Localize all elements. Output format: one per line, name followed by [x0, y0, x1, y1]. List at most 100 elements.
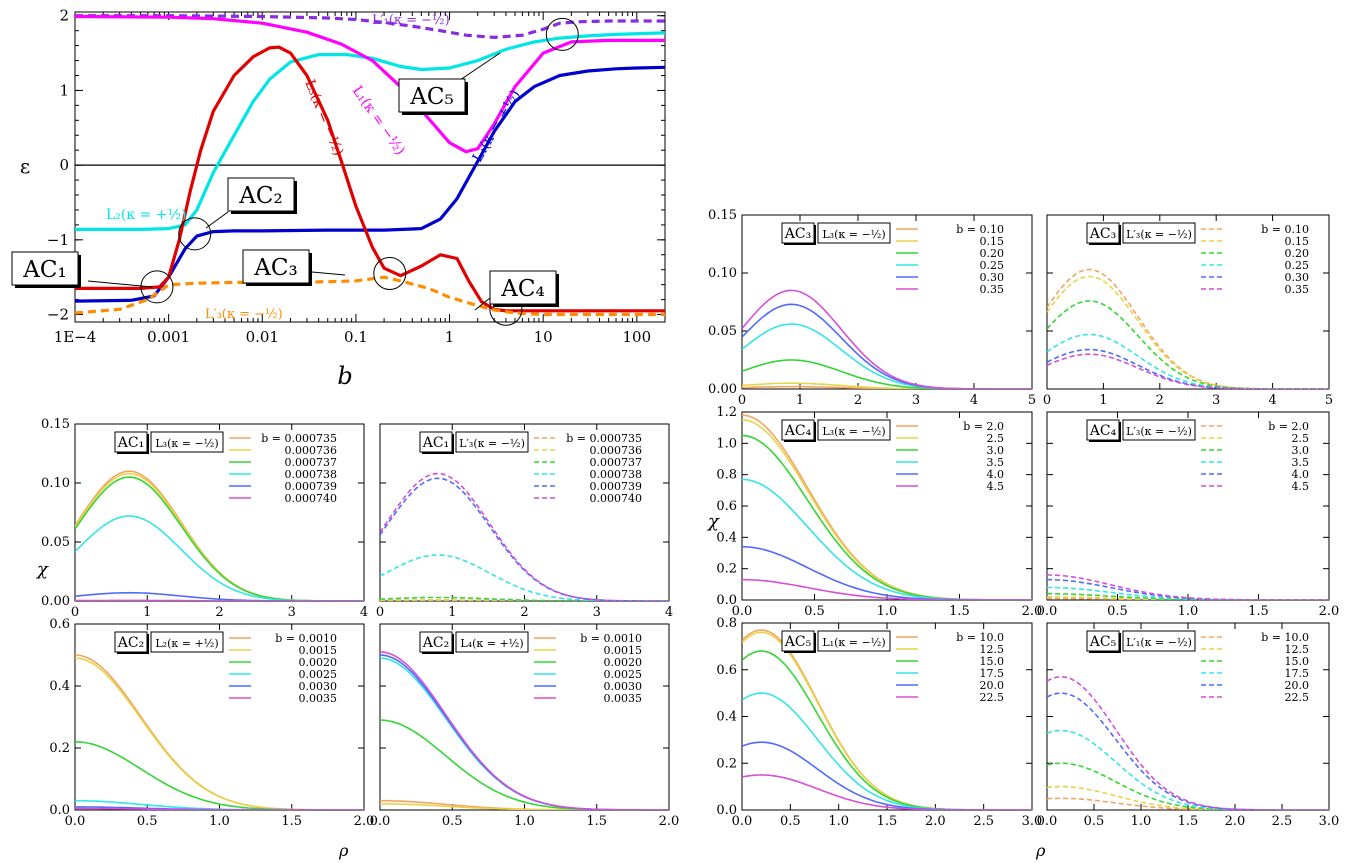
chi-y-tick-label: 1.2 — [716, 405, 737, 420]
chi-curve — [742, 478, 1032, 600]
chi-ac-label: AC₅ — [784, 634, 812, 650]
chi-state-label: L₂(κ = +½) — [155, 637, 218, 650]
chi-curve — [1047, 762, 1329, 810]
chi-x-tick-label: 5 — [1325, 393, 1333, 408]
chi-y-tick-label: 0.2 — [716, 756, 737, 771]
energy-y-axis-label: ε — [20, 154, 30, 178]
chi-legend-label: 0.000736 — [285, 444, 338, 457]
chi-x-tick-label: 1.5 — [1178, 814, 1199, 829]
chi-y-tick-label: 0.00 — [708, 382, 737, 397]
chi-y-tick-label: 0.10 — [708, 266, 737, 281]
chi-y-tick-label: 0.05 — [708, 324, 737, 339]
chi-state-label: L′₃(κ = −½) — [1126, 425, 1192, 438]
ac-label-box — [11, 251, 79, 286]
chi-legend-label: 4.0 — [1292, 468, 1310, 481]
curve-label-l3: L₃(κ = −½) — [301, 78, 346, 159]
energy-curve — [75, 275, 665, 317]
chi-ac-label: AC₁ — [117, 435, 144, 451]
chi-y-tick-label: 0.0 — [716, 593, 737, 608]
chi-legend-label: 3.0 — [1292, 444, 1310, 457]
chi-curve — [380, 803, 669, 810]
chi-y-tick-label: 0.4 — [716, 710, 737, 725]
chi-legend-label: b = 0.10 — [1261, 223, 1309, 236]
chi-curve — [75, 599, 364, 601]
chi-curve — [742, 578, 1032, 600]
chi-legend-label: 0.0015 — [604, 644, 643, 657]
chi-legend-label: b = 2.0 — [1268, 420, 1309, 433]
chi-x-tick-label: 1 — [143, 605, 151, 620]
chi-ac-label: AC₄ — [784, 423, 812, 439]
chi-curves — [380, 651, 669, 810]
chi-state-box — [817, 222, 891, 244]
ac-leader-line — [459, 52, 501, 81]
chi-state-box — [150, 431, 224, 453]
chi-legend-label: 0.0030 — [604, 680, 643, 693]
chi-y-tick-label: 0.4 — [49, 679, 70, 694]
chi-x-tick-label: 2.0 — [1319, 604, 1340, 619]
chi-y-tick-label: 0.0 — [49, 803, 70, 818]
chi-legend-label: 0.30 — [980, 271, 1005, 284]
chi-legend-label: 17.5 — [1285, 667, 1310, 680]
chi-x-tick-label: 1.5 — [281, 814, 302, 829]
chi-curve — [742, 741, 1032, 810]
energy-x-axis-label: b — [337, 362, 352, 390]
chi-y-tick-label: 0.0 — [716, 803, 737, 818]
right-y-axis-label: χ — [706, 511, 720, 532]
chi-y-tick-label: 0.8 — [716, 468, 737, 483]
ac-label: AC₅ — [409, 84, 453, 110]
chi-curve — [1047, 300, 1329, 389]
chi-legend-label: 0.000738 — [590, 468, 643, 481]
ac-leader-line — [474, 297, 491, 311]
chi-x-tick-label: 0 — [376, 605, 384, 620]
ac-label: AC₁ — [22, 257, 66, 283]
energy-y-tick-label: −1 — [47, 231, 69, 249]
chi-curve — [380, 651, 669, 810]
chi-x-tick-label: 0.0 — [1037, 814, 1058, 829]
chi-ac-box — [1086, 222, 1120, 244]
chi-legend-label: 0.0030 — [299, 680, 338, 693]
energy-curve — [75, 31, 665, 231]
energy-curve — [75, 14, 665, 39]
energy-spectrum-panel: 1E−4 0.001 0.01 0.1 1 10 100 −2 −1 0 1 2 b ε AC₁ AC₂ AC₃… — [11, 7, 666, 390]
chi-y-tick-label: 0.4 — [716, 530, 737, 545]
energy-x-tick-label: 0.001 — [147, 328, 190, 346]
chi-y-tick-label: 0.8 — [716, 616, 737, 631]
chi-legend-label: 2.5 — [1292, 432, 1310, 445]
chi-ac-label: AC₃ — [784, 226, 811, 242]
chi-y-tick-label: 1.0 — [716, 436, 737, 451]
chi-legend-label: b = 0.000735 — [566, 432, 642, 445]
chi-state-label: L₁(κ = −½) — [822, 636, 885, 649]
chi-legend-label: 3.0 — [987, 444, 1005, 457]
chi-x-tick-label: 3 — [593, 605, 601, 620]
chi-legend-label: 0.000737 — [590, 456, 643, 469]
chi-legend-label: 0.0035 — [604, 692, 643, 705]
chi-curve — [742, 323, 1032, 389]
chi-x-tick-label: 3.0 — [1022, 814, 1043, 829]
chi-curves — [75, 470, 364, 601]
curve-label-l3-prime: L′₃(κ = −½) — [205, 307, 283, 322]
chi-x-tick-label: 2.5 — [1272, 814, 1293, 829]
chi-curve — [742, 303, 1032, 389]
chi-legend-label: 0.15 — [1285, 235, 1310, 248]
chi-legend-label: 15.0 — [1285, 655, 1310, 668]
chi-ac-box — [419, 431, 453, 453]
ac-label: AC₄ — [500, 276, 544, 302]
chi-panel-ac3-l3p: 0 1 2 3 4 5 AC₃ L′₃(κ = −½) b = 0.100.150.200.25… — [1043, 214, 1333, 408]
chi-legend-label: 0.000738 — [285, 468, 338, 481]
chi-legend-label: 0.0015 — [299, 644, 338, 657]
chi-x-tick-label: 0.5 — [1084, 814, 1105, 829]
chi-y-tick-label: 0.6 — [716, 663, 737, 678]
chi-panel-frame — [1046, 214, 1330, 390]
chi-state-box — [817, 419, 891, 441]
chi-curves — [75, 654, 364, 810]
chi-legend-label: b = 0.0010 — [275, 632, 337, 645]
chi-panel-ac3-l3: 0 1 2 3 4 5 0.00 0.05 0.10 0.15 AC₃ L₃(κ = −½) b = 0… — [708, 208, 1036, 408]
chi-state-label: L₃(κ = −½) — [155, 437, 218, 450]
chi-curve — [742, 545, 1032, 600]
chi-ac-label: AC₂ — [422, 635, 449, 651]
energy-x-tick-label: 1 — [445, 328, 455, 346]
